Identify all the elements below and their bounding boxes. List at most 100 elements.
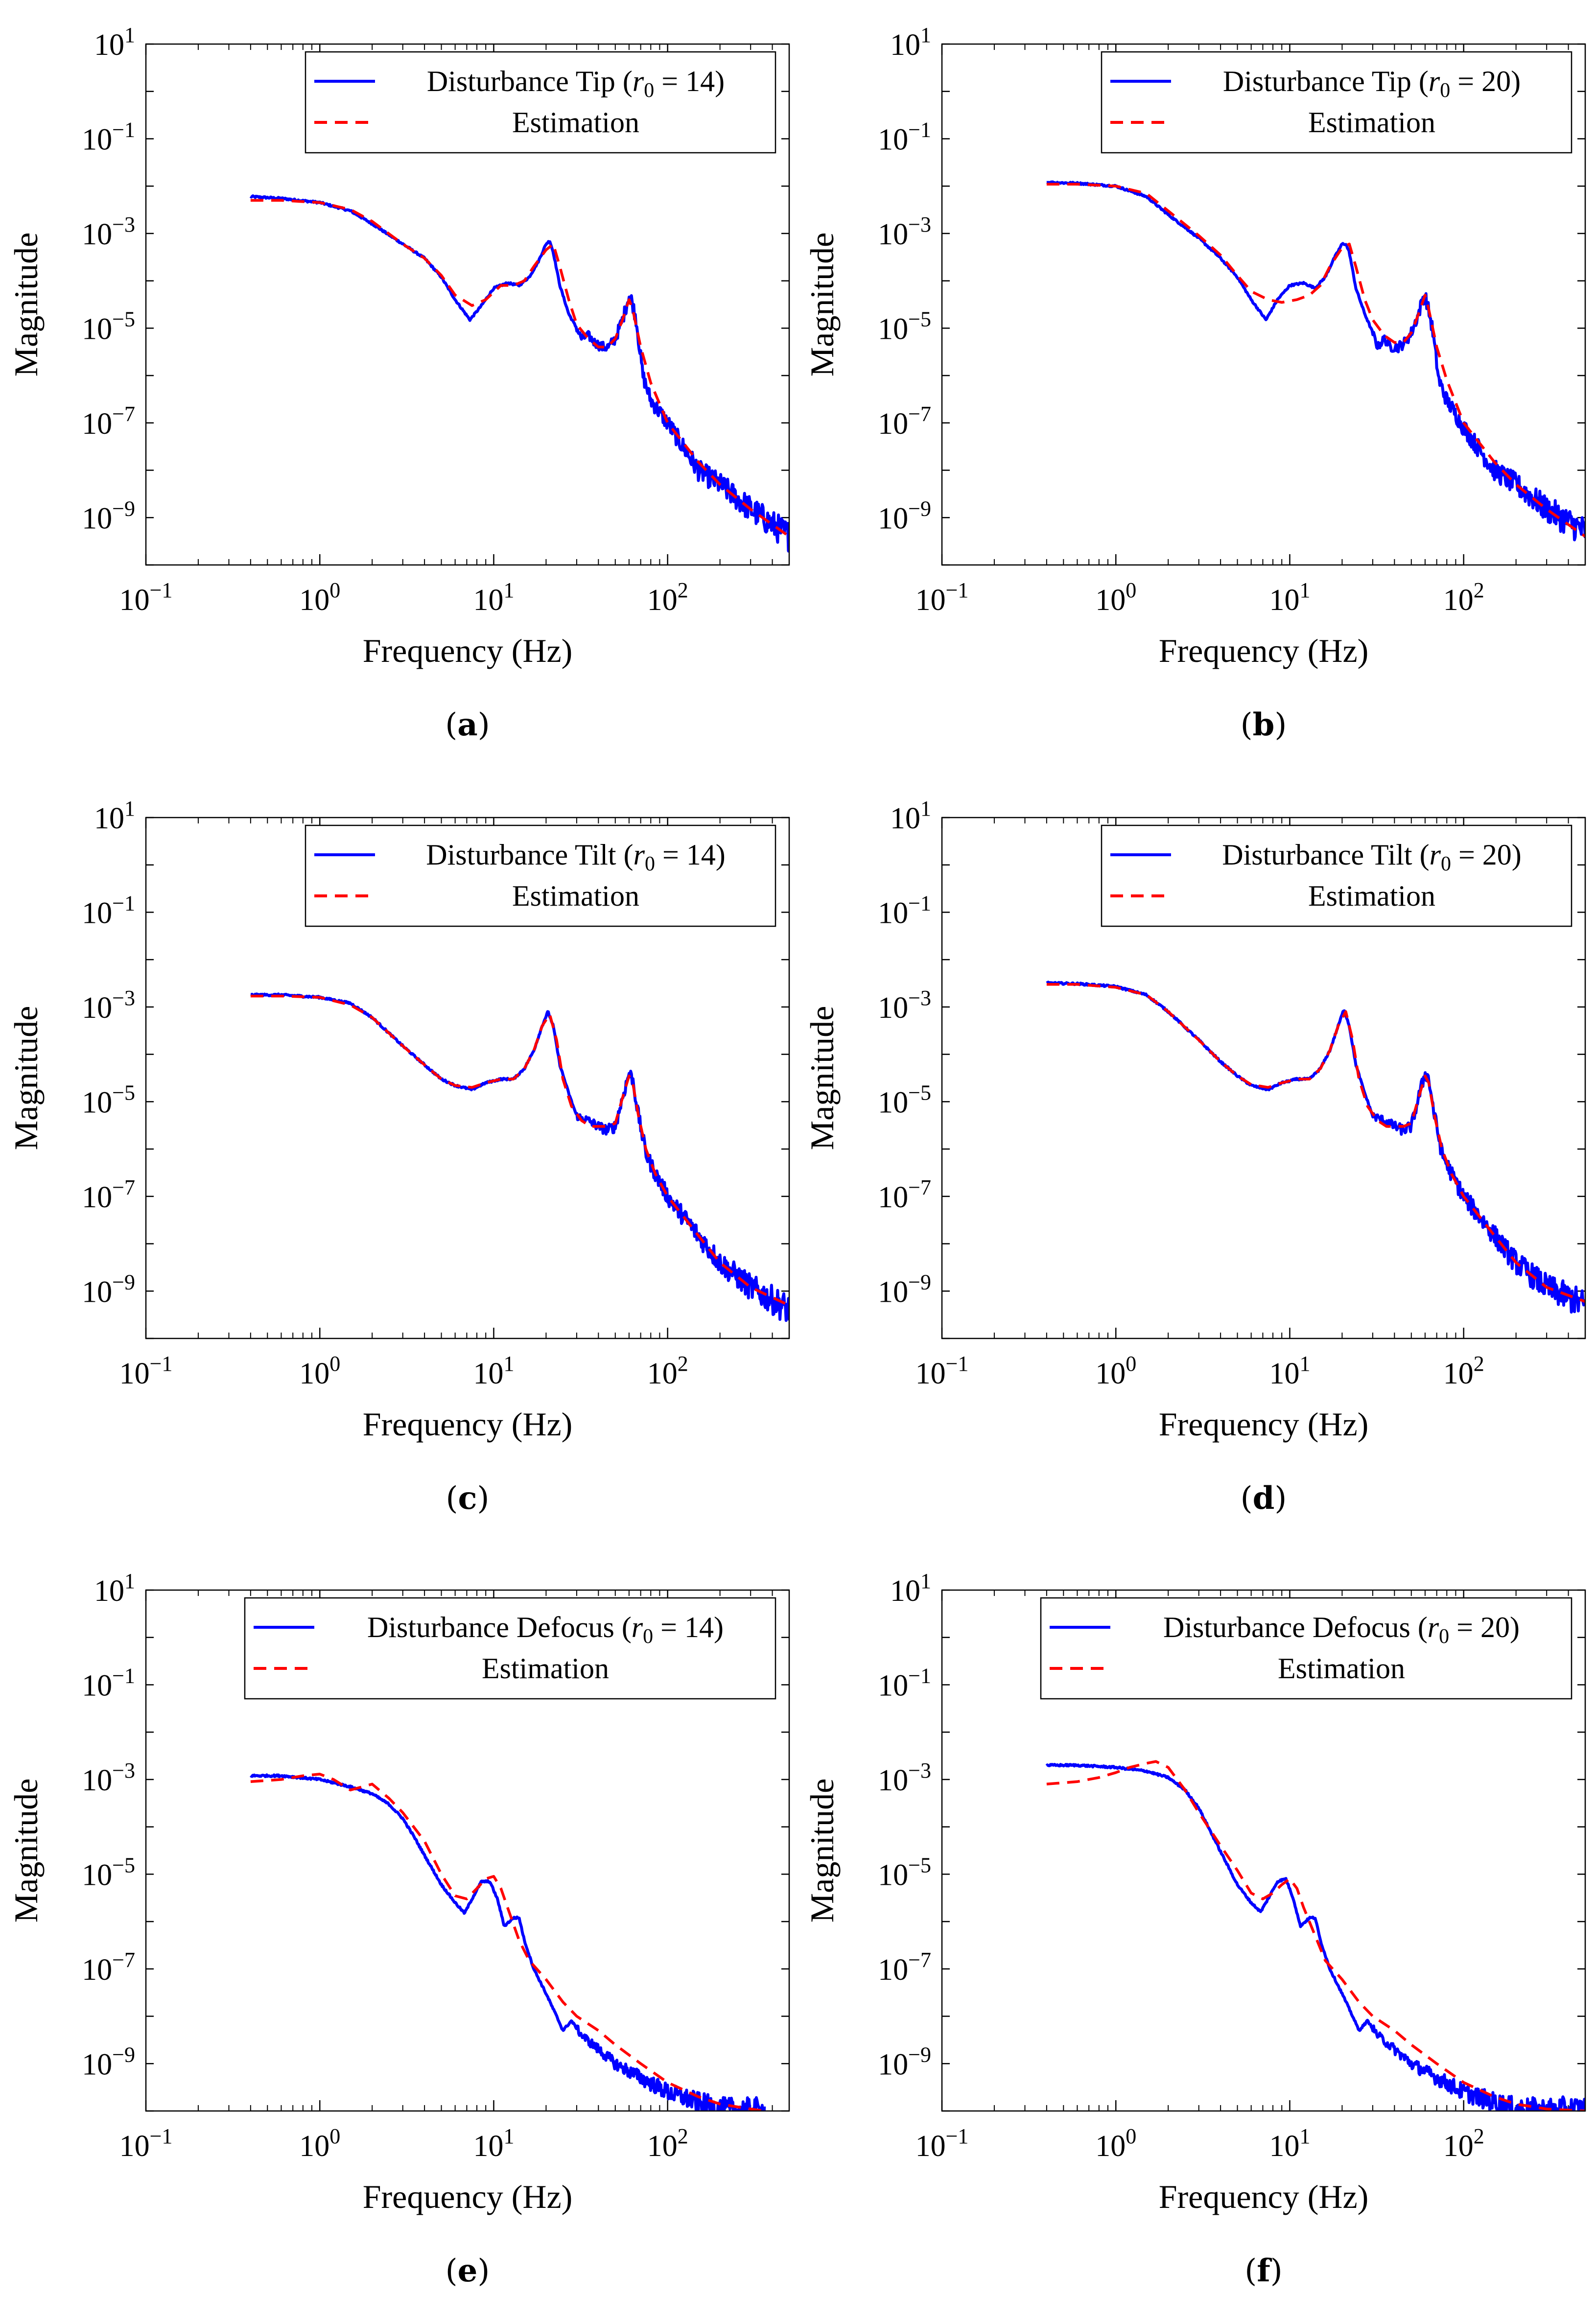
x-axis-label: Frequency (Hz) <box>1159 632 1369 669</box>
plot-frame <box>941 1589 1586 2112</box>
series-estimation-line <box>1046 983 1585 1303</box>
y-axis-label: Magnitude <box>7 233 45 377</box>
legend-label-disturbance: Disturbance Tip (r0 = 14) <box>427 65 725 102</box>
y-tick-label: 10−1 <box>82 891 135 930</box>
x-tick-label: 100 <box>299 1352 340 1390</box>
x-tick-label: 102 <box>647 1352 688 1390</box>
panel-caption: (e) <box>446 2252 490 2289</box>
legend-box <box>305 51 776 154</box>
x-tick-label: 10−1 <box>119 1352 173 1390</box>
legend: Disturbance Tilt (r0 = 20) Estimation <box>1101 824 1573 927</box>
legend-box <box>244 1597 776 1700</box>
y-tick-label: 101 <box>890 23 931 62</box>
series-estimation-line <box>250 994 789 1307</box>
legend-label-disturbance: Disturbance Tilt (r0 = 14) <box>426 839 726 875</box>
y-tick-label: 10−1 <box>82 1664 135 1702</box>
series-disturbance-line <box>250 1773 766 2111</box>
y-tick-label: 10−3 <box>878 1758 931 1797</box>
y-tick-label: 10−7 <box>82 1948 135 1987</box>
y-tick-label: 101 <box>890 1569 931 1608</box>
y-tick-label: 10−5 <box>878 1080 931 1119</box>
x-tick-label: 100 <box>299 578 340 617</box>
x-tick-label: 10−1 <box>915 1352 969 1390</box>
legend-label-estimation: Estimation <box>1308 880 1435 912</box>
x-tick-label: 100 <box>1095 578 1136 617</box>
legend: Disturbance Defocus (r0 = 14) Estimation <box>244 1597 776 1700</box>
y-tick-label: 10−7 <box>878 402 931 441</box>
series-disturbance-line <box>250 992 789 1322</box>
y-tick-label: 10−9 <box>82 2042 135 2081</box>
x-tick-label: 10−1 <box>915 2124 969 2163</box>
y-tick-label: 101 <box>94 797 135 835</box>
y-tick-label: 10−1 <box>878 1664 931 1702</box>
series-disturbance-line <box>249 194 789 553</box>
legend-label-estimation: Estimation <box>512 106 639 139</box>
y-axis-label: Magnitude <box>803 1779 841 1923</box>
series-estimation-line <box>250 199 789 538</box>
panel-caption: (f) <box>1244 2252 1282 2289</box>
x-tick-label: 100 <box>1095 2124 1136 2163</box>
x-axis-label: Frequency (Hz) <box>1159 1406 1369 1443</box>
chart-panel-f: 10−1 100 101 102 101 10−1 10−3 10−5 10−7 10−9 Dist… <box>803 1569 1586 2289</box>
panel-caption: (b) <box>1241 706 1287 743</box>
plot-frame <box>145 1589 790 2112</box>
legend-label-estimation: Estimation <box>1278 1652 1405 1685</box>
y-tick-label: 101 <box>94 23 135 62</box>
panel-caption: (a) <box>445 706 490 743</box>
panel-caption: (c) <box>446 1480 490 1517</box>
plot-frame <box>941 817 1586 1339</box>
y-tick-label: 10−9 <box>82 496 135 535</box>
legend: Disturbance Tip (r0 = 20) Estimation <box>1101 51 1573 154</box>
series-estimation-line <box>1046 1760 1585 2111</box>
plot-frame <box>145 43 790 566</box>
legend-label-disturbance: Disturbance Defocus (r0 = 14) <box>367 1611 724 1648</box>
y-tick-label: 10−5 <box>82 1080 135 1119</box>
y-tick-label: 10−3 <box>82 986 135 1025</box>
chart-panel-d: 10−1 100 101 102 101 10−1 10−3 10−5 10−7 10−9 Dist… <box>803 797 1586 1517</box>
legend-label-estimation: Estimation <box>512 880 639 912</box>
x-tick-label: 101 <box>473 2124 514 2163</box>
y-tick-label: 10−1 <box>82 117 135 156</box>
y-tick-label: 10−7 <box>82 402 135 441</box>
panel-caption: (d) <box>1241 1480 1287 1517</box>
y-axis-label: Magnitude <box>803 233 841 377</box>
y-tick-label: 10−7 <box>878 1175 931 1214</box>
y-tick-label: 10−5 <box>878 1853 931 1892</box>
x-tick-label: 102 <box>647 2124 688 2163</box>
legend-box <box>1040 1597 1573 1700</box>
x-tick-label: 101 <box>1269 2124 1310 2163</box>
x-tick-label: 100 <box>299 2124 340 2163</box>
series-disturbance-line <box>1046 180 1585 541</box>
y-tick-label: 10−3 <box>82 212 135 251</box>
y-tick-label: 10−1 <box>878 891 931 930</box>
legend-label-disturbance: Disturbance Tilt (r0 = 20) <box>1222 839 1522 875</box>
legend-label-estimation: Estimation <box>482 1652 609 1685</box>
chart-panel-e: 10−1 100 101 102 101 10−1 10−3 10−5 10−7 10−9 Dist… <box>7 1569 790 2289</box>
y-tick-label: 101 <box>94 1569 135 1608</box>
legend-label-disturbance: Disturbance Defocus (r0 = 20) <box>1163 1611 1520 1648</box>
x-axis-label: Frequency (Hz) <box>363 632 573 669</box>
legend: Disturbance Defocus (r0 = 20) Estimation <box>1040 1597 1573 1700</box>
x-tick-label: 10−1 <box>915 578 969 617</box>
legend-box <box>1101 824 1573 927</box>
y-axis-label: Magnitude <box>7 1006 45 1150</box>
y-tick-label: 10−5 <box>878 307 931 346</box>
y-tick-label: 10−9 <box>878 1270 931 1309</box>
x-tick-label: 102 <box>1443 578 1484 617</box>
y-axis-label: Magnitude <box>803 1006 841 1150</box>
x-tick-label: 102 <box>1443 1352 1484 1390</box>
y-tick-label: 10−9 <box>878 496 931 535</box>
x-tick-label: 101 <box>473 578 514 617</box>
y-tick-label: 10−3 <box>878 212 931 251</box>
y-tick-label: 10−9 <box>878 2042 931 2081</box>
x-tick-label: 102 <box>1443 2124 1484 2163</box>
series-disturbance-line <box>1045 1763 1585 2111</box>
x-axis-label: Frequency (Hz) <box>363 2178 573 2215</box>
plot-frame <box>145 817 790 1339</box>
x-tick-label: 101 <box>473 1352 514 1390</box>
y-tick-label: 10−7 <box>878 1948 931 1987</box>
chart-panel-b: 10−1 100 101 102 101 10−1 10−3 10−5 10−7 10−9 Dist… <box>803 23 1586 743</box>
series-estimation-line <box>250 1773 765 2111</box>
chart-panel-c: 10−1 100 101 102 101 10−1 10−3 10−5 10−7 10−9 Dist… <box>7 797 790 1517</box>
legend-box <box>1101 51 1573 154</box>
